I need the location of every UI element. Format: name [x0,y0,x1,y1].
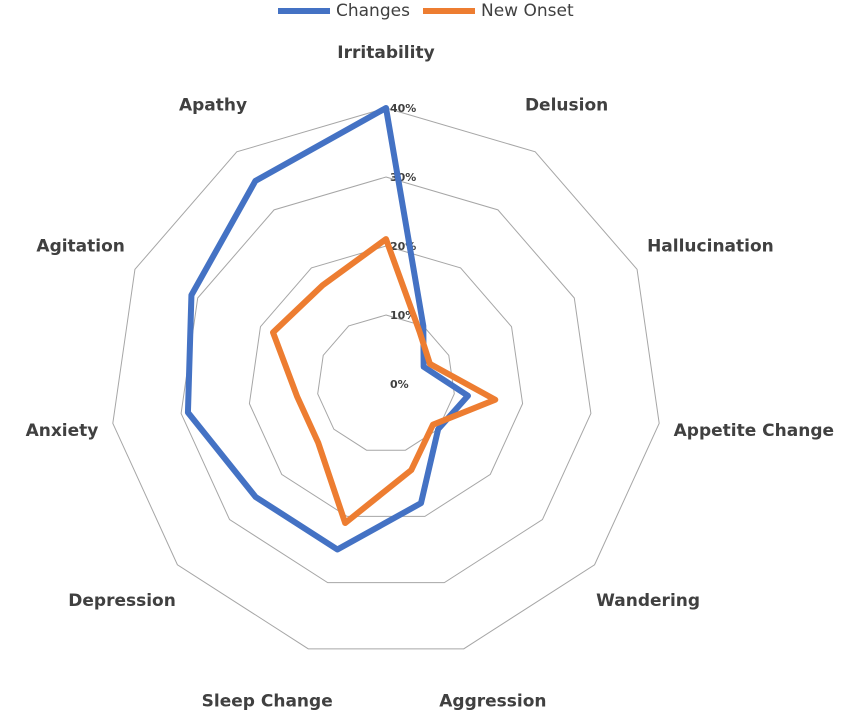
legend-label: Changes [336,1,410,21]
grid-ring [317,314,455,451]
category-label: Sleep Change [202,692,333,712]
category-label: Agitation [36,236,125,256]
category-label: Delusion [525,96,608,116]
category-label: Hallucination [647,236,774,256]
category-label: Apathy [179,96,247,116]
category-label: Anxiety [26,421,99,441]
r-tick-label: 0% [390,378,409,391]
legend-label: New Onset [481,1,574,21]
r-tick-label: 30% [390,171,416,184]
r-tick-label: 40% [390,102,416,115]
category-label: Irritability [337,43,434,63]
category-label: Aggression [439,692,546,712]
category-label: Depression [68,591,176,611]
series-line [270,236,499,527]
series-line [184,105,471,553]
grid-ring [180,176,592,584]
grid-ring [248,245,524,517]
category-label: Appetite Change [674,421,834,441]
category-label: Wandering [596,591,700,611]
grid-ring [112,107,660,650]
